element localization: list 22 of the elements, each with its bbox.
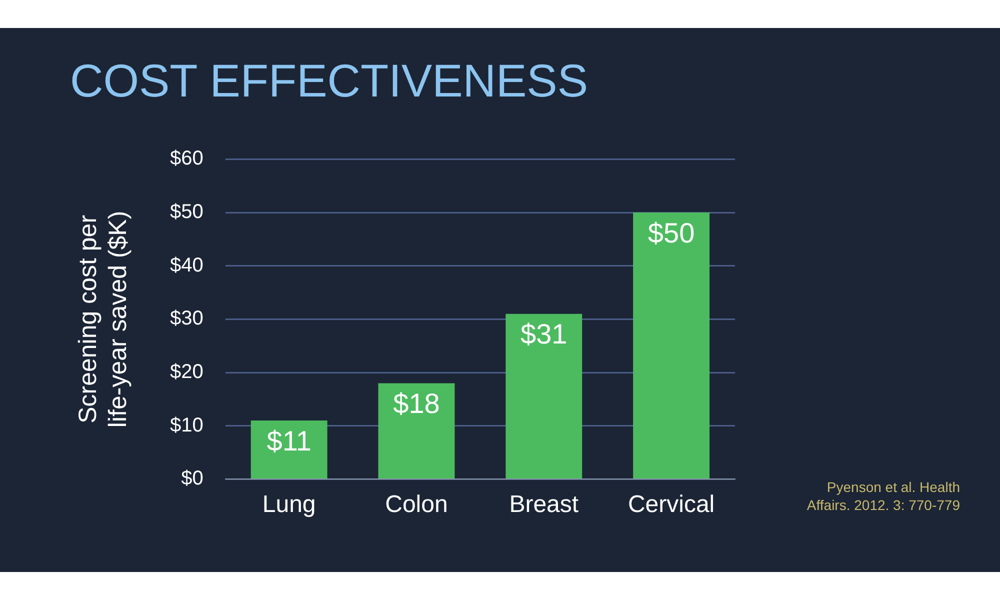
chart-title: COST EFFECTIVENESS [70, 54, 588, 106]
bar [506, 314, 582, 478]
x-tick-label: Lung [262, 491, 316, 518]
y-tick-label: $0 [181, 468, 204, 490]
x-tick-label: Breast [509, 491, 579, 518]
x-tick-label: Colon [385, 491, 448, 518]
y-tick-label: $50 [170, 201, 204, 224]
data-label: $50 [648, 217, 695, 248]
data-label: $31 [520, 318, 568, 350]
y-tick-label: $20 [170, 361, 204, 384]
y-tick-label: $60 [170, 148, 204, 170]
y-tick-label: $40 [170, 254, 204, 276]
bar [633, 212, 710, 478]
y-tick-label: $10 [170, 414, 204, 436]
data-label: $18 [393, 388, 440, 419]
x-tick-label: Cervical [628, 491, 715, 518]
y-axis-title: Screening cost per life-year saved ($K) [74, 210, 132, 428]
y-tick-label: $30 [170, 308, 204, 330]
bar [250, 420, 328, 478]
data-label: $11 [266, 425, 312, 456]
bar [378, 383, 455, 478]
text: Pyenson et al. Health Affairs. 2012. 3: 770-779 [806, 479, 960, 514]
